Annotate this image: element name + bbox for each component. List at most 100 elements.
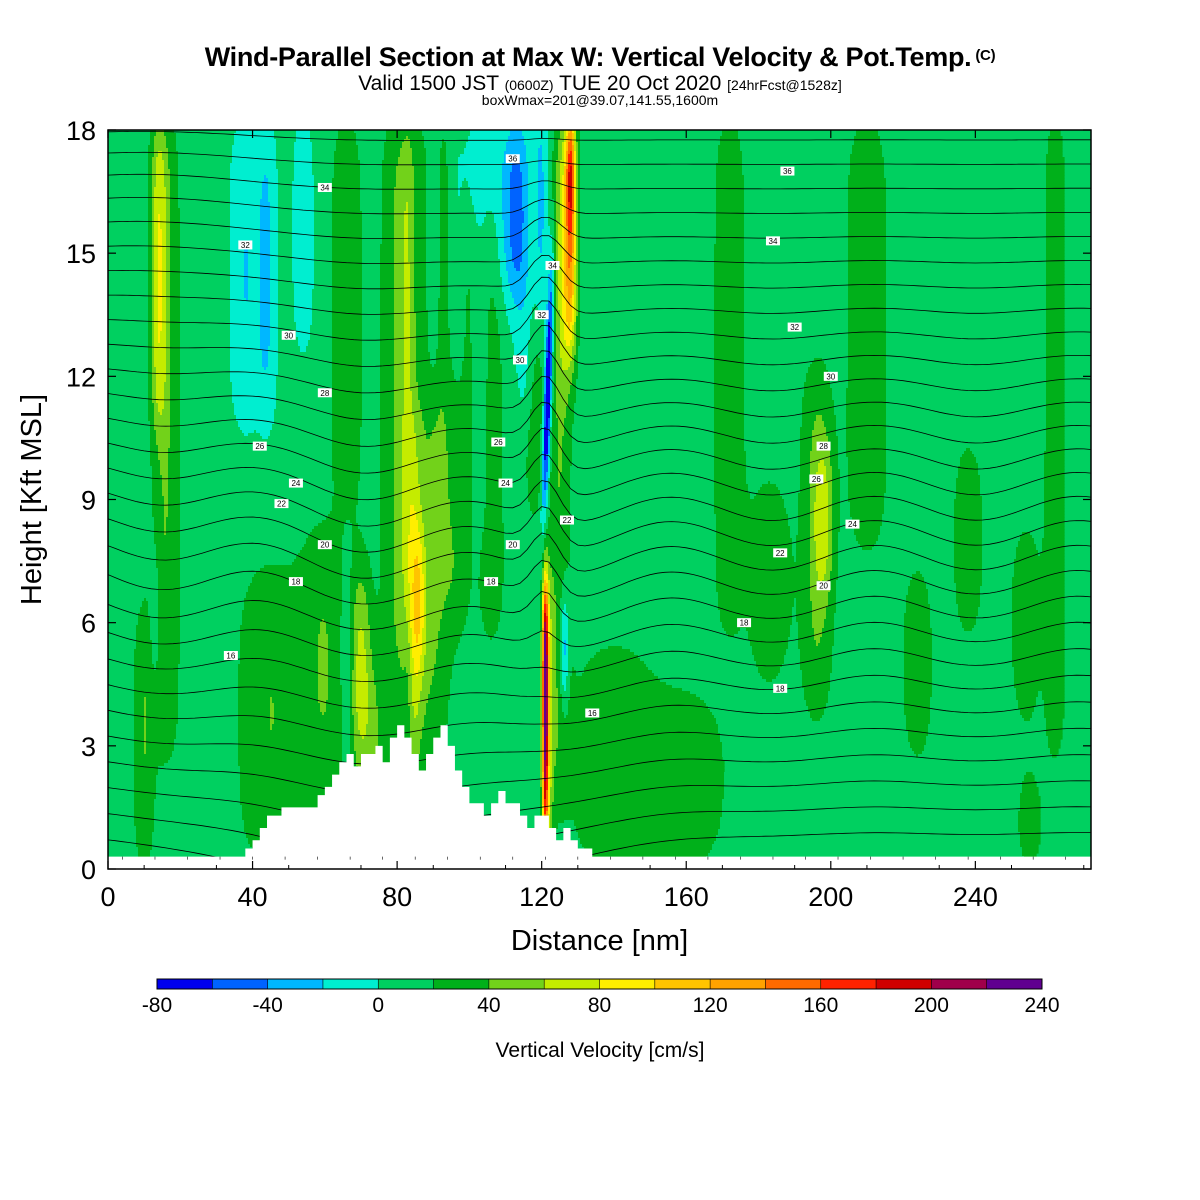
velocity-cell — [564, 187, 567, 191]
velocity-cell — [380, 436, 395, 440]
velocity-cell — [580, 316, 715, 320]
velocity-cell — [166, 235, 171, 239]
velocity-cell — [544, 382, 547, 386]
velocity-cell — [1046, 358, 1065, 362]
velocity-cell — [556, 349, 561, 353]
velocity-cell — [166, 199, 171, 203]
velocity-cell — [108, 292, 149, 296]
velocity-cell — [580, 280, 715, 284]
velocity-cell — [570, 340, 575, 344]
velocity-cell — [568, 217, 573, 221]
velocity-cell — [292, 217, 315, 221]
velocity-cell — [826, 367, 849, 371]
velocity-cell — [332, 343, 363, 347]
velocity-cell — [580, 169, 717, 173]
velocity-cell — [312, 160, 335, 164]
velocity-cell — [714, 289, 745, 293]
velocity-cell — [558, 253, 563, 257]
copyright-mark: (C) — [975, 47, 996, 64]
velocity-cell — [744, 208, 849, 212]
velocity-cell — [108, 265, 149, 269]
velocity-cell — [380, 454, 395, 458]
velocity-cell — [550, 397, 553, 401]
velocity-cell — [1046, 277, 1065, 281]
velocity-cell — [154, 307, 159, 311]
velocity-cell — [530, 331, 545, 335]
velocity-cell — [576, 193, 579, 197]
velocity-cell — [502, 367, 517, 371]
velocity-cell — [152, 250, 155, 254]
velocity-cell — [966, 448, 971, 452]
velocity-cell — [416, 319, 429, 323]
velocity-cell — [230, 259, 245, 263]
velocity-cell — [562, 232, 565, 236]
velocity-cell — [540, 439, 543, 443]
velocity-cell — [178, 199, 231, 203]
velocity-cell — [560, 178, 563, 182]
velocity-cell — [502, 208, 511, 212]
velocity-cell — [886, 217, 1047, 221]
velocity-cell — [158, 313, 163, 317]
velocity-cell — [548, 211, 555, 215]
velocity-cell — [164, 385, 171, 389]
velocity-cell — [380, 247, 395, 251]
velocity-cell — [152, 331, 155, 335]
velocity-cell — [538, 223, 545, 227]
velocity-cell — [744, 247, 849, 251]
velocity-cell — [882, 148, 1049, 152]
velocity-cell — [568, 136, 573, 140]
velocity-cell — [152, 298, 155, 302]
velocity-cell — [744, 316, 849, 320]
velocity-cell — [810, 454, 831, 458]
velocity-cell — [550, 340, 553, 344]
velocity-cell — [108, 403, 149, 407]
velocity-cell — [448, 301, 467, 305]
velocity-cell — [562, 190, 565, 194]
velocity-cell — [410, 364, 417, 368]
velocity-cell — [404, 358, 411, 362]
velocity-cell — [578, 250, 581, 254]
velocity-cell — [448, 232, 497, 236]
velocity-cell — [408, 226, 415, 230]
velocity-cell — [230, 208, 261, 212]
velocity-cell — [848, 358, 887, 362]
velocity-cell — [744, 184, 849, 188]
velocity-cell — [158, 253, 163, 257]
velocity-cell — [332, 403, 363, 407]
velocity-cell — [312, 148, 337, 152]
velocity-cell — [294, 154, 313, 158]
velocity-cell — [558, 268, 563, 272]
velocity-cell — [560, 217, 563, 221]
velocity-cell — [464, 151, 505, 155]
velocity-cell — [538, 148, 543, 152]
velocity-cell — [380, 460, 395, 464]
velocity-cell — [744, 334, 849, 338]
velocity-cell — [576, 388, 715, 392]
velocity-cell — [448, 274, 501, 278]
velocity-cell — [570, 322, 575, 326]
velocity-cell — [510, 283, 527, 287]
velocity-cell — [276, 151, 295, 155]
velocity-cell — [248, 286, 261, 290]
velocity-cell — [714, 316, 745, 320]
velocity-cell — [556, 163, 561, 167]
velocity-cell — [572, 301, 575, 305]
velocity-cell — [384, 154, 401, 158]
velocity-cell — [380, 355, 395, 359]
velocity-cell — [170, 202, 179, 206]
velocity-cell — [440, 175, 449, 179]
velocity-cell — [522, 241, 529, 245]
velocity-cell — [574, 238, 577, 242]
velocity-cell — [552, 334, 555, 338]
velocity-cell — [270, 256, 279, 260]
velocity-cell — [744, 379, 807, 383]
velocity-cell — [552, 301, 555, 305]
velocity-cell — [744, 409, 803, 413]
velocity-cell — [570, 139, 573, 143]
velocity-cell — [500, 361, 517, 365]
velocity-cell — [572, 373, 579, 377]
velocity-cell — [404, 367, 411, 371]
velocity-cell — [886, 349, 1047, 353]
velocity-cell — [576, 154, 579, 158]
velocity-cell — [332, 439, 361, 443]
